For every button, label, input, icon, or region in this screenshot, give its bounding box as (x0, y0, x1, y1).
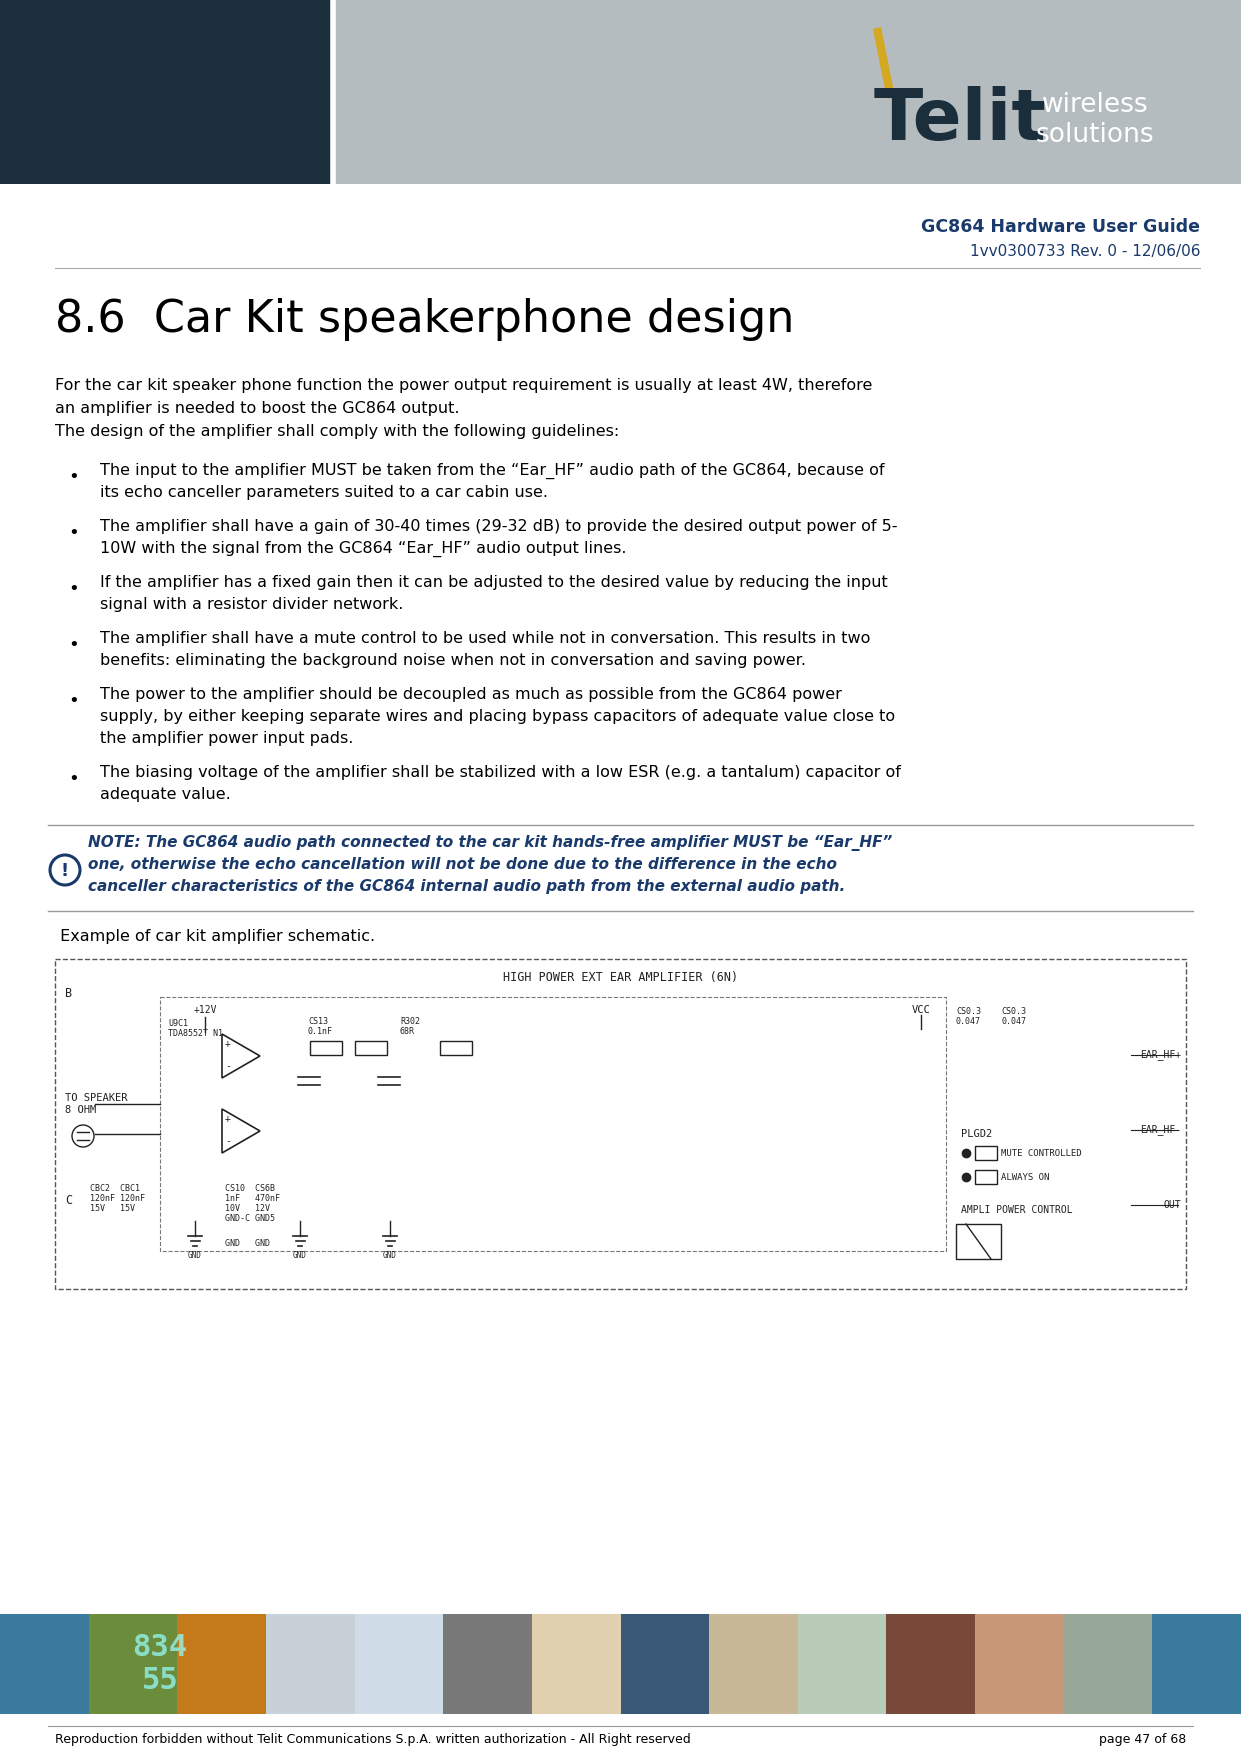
Text: one, otherwise the echo cancellation will not be done due to the difference in t: one, otherwise the echo cancellation wil… (88, 856, 836, 872)
Text: •: • (68, 770, 79, 788)
Text: Example of car kit amplifier schematic.: Example of car kit amplifier schematic. (55, 928, 375, 944)
Text: U9C1
TDA8552T N1: U9C1 TDA8552T N1 (168, 1020, 223, 1039)
Text: page 47 of 68: page 47 of 68 (1098, 1734, 1186, 1746)
Text: CS13
0.1nF: CS13 0.1nF (308, 1016, 333, 1037)
Text: For the car kit speaker phone function the power output requirement is usually a: For the car kit speaker phone function t… (55, 377, 872, 393)
Text: OUT: OUT (1163, 1200, 1181, 1209)
Bar (441, 1041, 472, 1055)
Text: 8.6  Car Kit speakerphone design: 8.6 Car Kit speakerphone design (55, 298, 794, 340)
Bar (177, 1615, 267, 1715)
Text: 10V   12V
GND-C GND5: 10V 12V GND-C GND5 (225, 1204, 276, 1223)
Bar (443, 1615, 532, 1715)
Bar (975, 1146, 997, 1160)
Text: •: • (68, 525, 79, 542)
Text: B: B (65, 986, 72, 1000)
Text: the amplifier power input pads.: the amplifier power input pads. (101, 732, 354, 746)
Text: +12V: +12V (194, 1006, 217, 1014)
Bar (798, 1615, 887, 1715)
Text: R302
68R: R302 68R (400, 1016, 419, 1037)
Text: canceller characteristics of the GC864 internal audio path from the external aud: canceller characteristics of the GC864 i… (88, 879, 845, 893)
Text: GC864 Hardware User Guide: GC864 Hardware User Guide (921, 218, 1200, 235)
Text: If the amplifier has a fixed gain then it can be adjusted to the desired value b: If the amplifier has a fixed gain then i… (101, 576, 887, 590)
Bar (266, 1615, 356, 1715)
Bar (1064, 1615, 1153, 1715)
Text: The amplifier shall have a mute control to be used while not in conversation. Th: The amplifier shall have a mute control … (101, 632, 870, 646)
Bar (310, 1041, 343, 1055)
Text: C: C (65, 1193, 72, 1207)
Bar (886, 1615, 977, 1715)
Text: CBC2  CBC1
120nF 120nF: CBC2 CBC1 120nF 120nF (91, 1185, 145, 1204)
Bar (88, 1615, 179, 1715)
Text: Reproduction forbidden without Telit Communications S.p.A. written authorization: Reproduction forbidden without Telit Com… (55, 1734, 691, 1746)
Text: The power to the amplifier should be decoupled as much as possible from the GC86: The power to the amplifier should be dec… (101, 686, 841, 702)
Text: VCC: VCC (912, 1006, 931, 1014)
Text: its echo canceller parameters suited to a car cabin use.: its echo canceller parameters suited to … (101, 484, 549, 500)
Text: supply, by either keeping separate wires and placing bypass capacitors of adequa: supply, by either keeping separate wires… (101, 709, 895, 725)
Text: CS10  CS6B
1nF   470nF: CS10 CS6B 1nF 470nF (225, 1185, 280, 1204)
Text: 10W with the signal from the GC864 “Ear_HF” audio output lines.: 10W with the signal from the GC864 “Ear_… (101, 541, 627, 556)
Text: benefits: eliminating the background noise when not in conversation and saving p: benefits: eliminating the background noi… (101, 653, 805, 669)
Text: -: - (225, 1135, 231, 1146)
Text: wireless: wireless (1041, 91, 1148, 118)
Text: GND: GND (189, 1251, 202, 1260)
Text: -: - (225, 1062, 231, 1071)
Text: AMPLI POWER CONTROL: AMPLI POWER CONTROL (961, 1206, 1072, 1214)
Text: •: • (68, 635, 79, 655)
Text: +: + (225, 1039, 231, 1049)
Bar (0, 0, 333, 184)
Bar (709, 1615, 799, 1715)
Text: 1vv0300733 Rev. 0 - 12/06/06: 1vv0300733 Rev. 0 - 12/06/06 (969, 244, 1200, 260)
Text: adequate value.: adequate value. (101, 786, 231, 802)
Text: an amplifier is needed to boost the GC864 output.: an amplifier is needed to boost the GC86… (55, 400, 459, 416)
Text: •: • (68, 469, 79, 486)
Text: Telit: Telit (874, 86, 1046, 154)
Text: !: ! (61, 862, 69, 879)
Text: solutions: solutions (1036, 123, 1154, 147)
Text: CS0.3
0.047: CS0.3 0.047 (956, 1007, 980, 1027)
Text: HIGH POWER EXT EAR AMPLIFIER (6N): HIGH POWER EXT EAR AMPLIFIER (6N) (503, 971, 738, 985)
Text: TO SPEAKER
8 OHM: TO SPEAKER 8 OHM (65, 1093, 128, 1114)
Text: signal with a resistor divider network.: signal with a resistor divider network. (101, 597, 403, 612)
Bar (975, 1171, 997, 1185)
Bar (975, 1615, 1065, 1715)
Text: MUTE CONTROLLED: MUTE CONTROLLED (1001, 1148, 1082, 1158)
Bar (355, 1615, 444, 1715)
Text: GND: GND (293, 1251, 307, 1260)
Bar (333, 0, 1241, 184)
Text: PLGD2: PLGD2 (961, 1128, 993, 1139)
Text: CS0.3
0.047: CS0.3 0.047 (1001, 1007, 1026, 1027)
Text: NOTE: The GC864 audio path connected to the car kit hands-free amplifier MUST be: NOTE: The GC864 audio path connected to … (88, 835, 892, 851)
Text: The biasing voltage of the amplifier shall be stabilized with a low ESR (e.g. a : The biasing voltage of the amplifier sha… (101, 765, 901, 779)
Bar (0, 1615, 89, 1715)
Text: •: • (68, 691, 79, 711)
Text: GND   GND: GND GND (225, 1239, 271, 1248)
Bar (160, 997, 946, 1251)
Text: ALWAYS ON: ALWAYS ON (1001, 1172, 1050, 1181)
Bar (55, 958, 1186, 1288)
Text: The design of the amplifier shall comply with the following guidelines:: The design of the amplifier shall comply… (55, 425, 619, 439)
Bar (355, 1041, 387, 1055)
Text: The amplifier shall have a gain of 30-40 times (29-32 dB) to provide the desired: The amplifier shall have a gain of 30-40… (101, 519, 897, 534)
Text: EAR_HF-: EAR_HF- (1140, 1125, 1181, 1135)
Text: 834
55: 834 55 (133, 1632, 187, 1695)
Text: 15V   15V: 15V 15V (91, 1204, 135, 1213)
Bar (956, 1223, 1001, 1258)
Text: 834
55: 834 55 (133, 1632, 187, 1695)
Text: GND: GND (383, 1251, 397, 1260)
Bar (532, 1615, 622, 1715)
Text: The input to the amplifier MUST be taken from the “Ear_HF” audio path of the GC8: The input to the amplifier MUST be taken… (101, 463, 885, 479)
Text: EAR_HF+: EAR_HF+ (1140, 1049, 1181, 1060)
Bar (620, 1615, 710, 1715)
Bar (1153, 1615, 1241, 1715)
Text: +: + (225, 1114, 231, 1123)
Text: •: • (68, 579, 79, 598)
